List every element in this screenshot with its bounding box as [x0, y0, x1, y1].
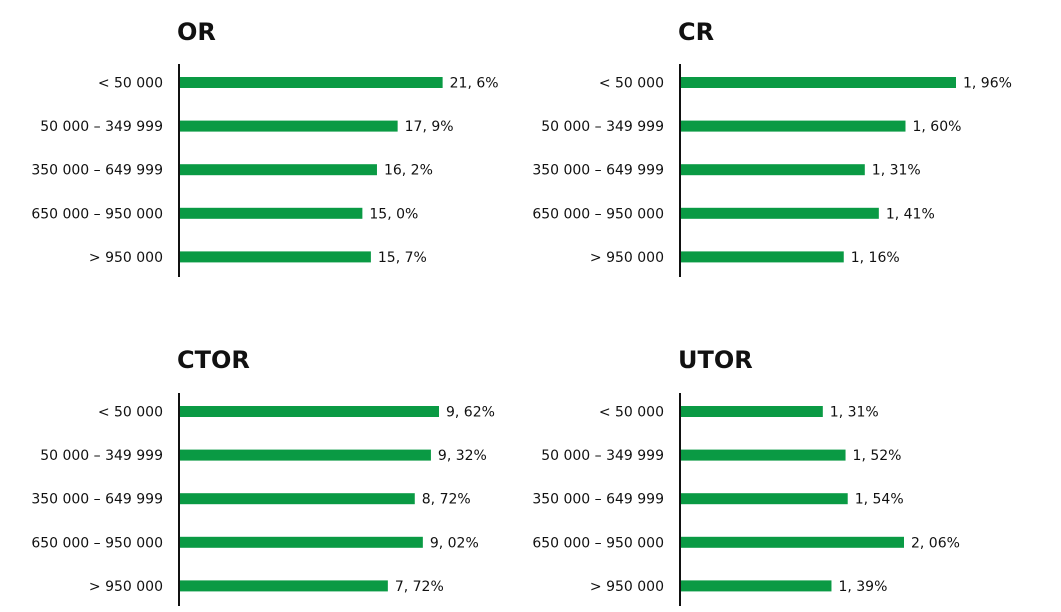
category-label: > 950 000	[89, 579, 163, 595]
bar	[180, 77, 443, 88]
data-label: 1, 96%	[963, 76, 1012, 92]
data-label: 2, 06%	[911, 535, 960, 551]
category-label: 650 000 – 950 000	[31, 206, 163, 222]
data-label: 16, 2%	[384, 163, 433, 179]
bar	[681, 164, 865, 176]
bar	[681, 77, 956, 88]
chart-title: CTOR	[177, 346, 250, 374]
category-label: 350 000 – 649 999	[532, 163, 664, 179]
bar	[681, 207, 879, 219]
category-label: > 950 000	[590, 579, 664, 595]
bar	[180, 580, 388, 592]
category-label: 650 000 – 950 000	[532, 206, 664, 222]
bar	[681, 493, 848, 505]
chart-panel-or: OR < 50 000 21, 6% 50 000 – 349 999 17, 9% 35…	[31, 18, 499, 277]
category-label: 50 000 – 349 999	[40, 119, 163, 135]
chart-panel-ctor: CTOR < 50 000 9, 62% 50 000 – 349 999 9, 32%…	[31, 346, 495, 606]
data-label: 7, 72%	[395, 579, 444, 595]
chart-title: UTOR	[678, 346, 753, 374]
bar	[681, 251, 844, 263]
data-label: 21, 6%	[450, 76, 499, 92]
category-label: 50 000 – 349 999	[541, 119, 664, 135]
chart-panel-utor: UTOR < 50 000 1, 31% 50 000 – 349 999 1, 52%…	[532, 346, 960, 606]
category-label: < 50 000	[98, 76, 163, 92]
category-label: 50 000 – 349 999	[40, 448, 163, 464]
category-label: 650 000 – 950 000	[31, 535, 163, 551]
category-label: < 50 000	[599, 405, 664, 421]
data-label: 1, 54%	[855, 492, 904, 508]
data-label: 1, 39%	[838, 579, 887, 595]
bar	[681, 536, 904, 548]
data-label: 1, 52%	[853, 448, 902, 464]
data-label: 8, 72%	[422, 492, 471, 508]
category-label: > 950 000	[590, 250, 664, 266]
category-label: 650 000 – 950 000	[532, 535, 664, 551]
chart-title: OR	[177, 18, 216, 46]
bar	[180, 251, 371, 263]
bar	[180, 120, 398, 132]
bar	[180, 449, 431, 461]
data-label: 15, 0%	[369, 206, 418, 222]
chart-panel-cr: CR < 50 000 1, 96% 50 000 – 349 999 1, 60% 35…	[532, 18, 1012, 277]
data-label: 9, 32%	[438, 448, 487, 464]
category-label: < 50 000	[599, 76, 664, 92]
bar	[681, 580, 832, 592]
data-label: 1, 31%	[830, 405, 879, 421]
data-label: 9, 02%	[430, 535, 479, 551]
data-label: 1, 60%	[912, 119, 961, 135]
data-label: 15, 7%	[378, 250, 427, 266]
data-label: 1, 31%	[872, 163, 921, 179]
category-label: 350 000 – 649 999	[31, 492, 163, 508]
category-label: 350 000 – 649 999	[532, 492, 664, 508]
category-label: 50 000 – 349 999	[541, 448, 664, 464]
data-label: 1, 41%	[886, 206, 935, 222]
data-label: 1, 16%	[851, 250, 900, 266]
category-label: < 50 000	[98, 405, 163, 421]
data-label: 17, 9%	[405, 119, 454, 135]
bar	[180, 164, 377, 176]
category-label: 350 000 – 649 999	[31, 163, 163, 179]
bar	[180, 493, 415, 505]
bar	[681, 406, 823, 417]
bar	[681, 449, 846, 461]
bar	[180, 536, 423, 548]
bar	[180, 406, 439, 417]
bar	[681, 120, 906, 132]
bar	[180, 207, 363, 219]
data-label: 9, 62%	[446, 405, 495, 421]
chart-title: CR	[678, 18, 714, 46]
category-label: > 950 000	[89, 250, 163, 266]
